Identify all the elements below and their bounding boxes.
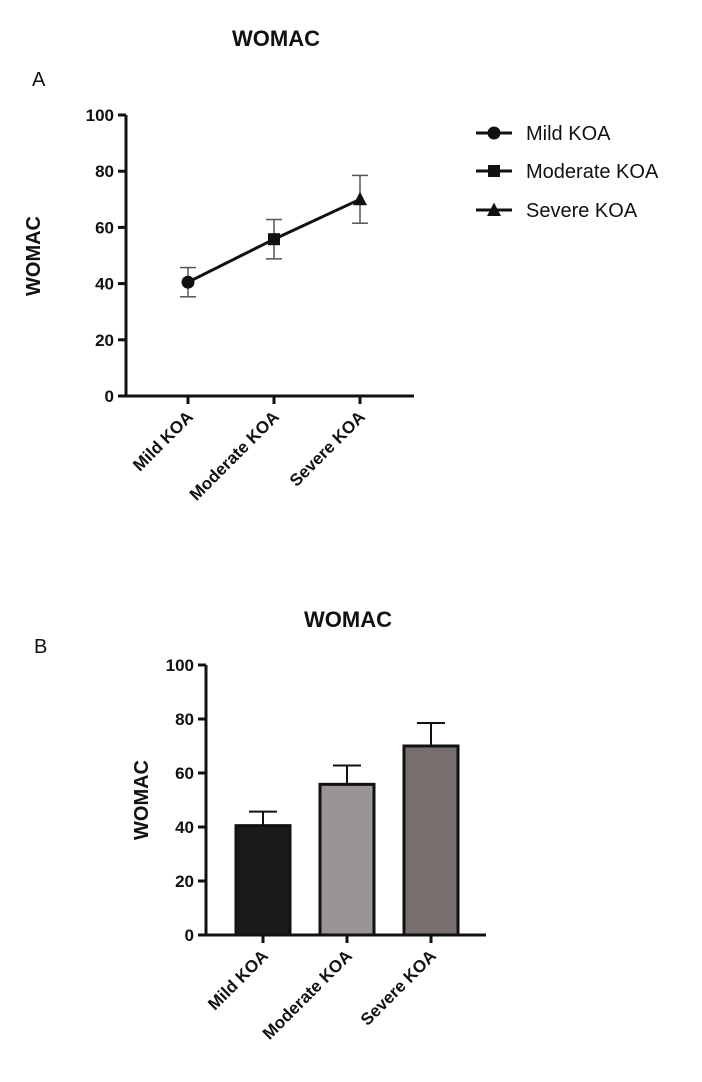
chart-b-y-tick-label: 0 xyxy=(185,926,194,945)
chart-a-legend: Mild KOA Moderate KOA Severe KOA xyxy=(476,123,659,222)
chart-b-y-tick-label: 80 xyxy=(175,710,194,729)
chart-b-y-axis-label: WOMAC xyxy=(131,760,153,840)
chart-b-x-tick-label-moderate-koa: Moderate KOA xyxy=(259,946,356,1043)
chart-a-x-tick-label-severe-koa: Severe KOA xyxy=(286,407,369,490)
chart-a-title: WOMAC xyxy=(232,26,320,51)
chart-b-bar-mild-koa xyxy=(234,824,292,937)
chart-a-y-tick-label: 100 xyxy=(86,106,114,125)
chart-a-y-axis-label: WOMAC xyxy=(23,216,45,296)
chart-b-title: WOMAC xyxy=(304,607,392,632)
chart-a-legend-marker-mild-koa xyxy=(487,126,501,140)
chart-a-point-moderate-koa xyxy=(268,233,280,246)
chart-a-y-ticks: 0 20 40 60 80 100 xyxy=(86,106,126,406)
chart-b-y-tick-label: 60 xyxy=(175,764,194,783)
chart-a-point-severe-koa xyxy=(353,191,367,206)
chart-b-y-tick-label: 40 xyxy=(175,818,194,837)
chart-b-y-ticks: 0 20 40 60 80 100 xyxy=(166,656,206,945)
chart-b-bar-severe-koa xyxy=(402,744,460,937)
chart-a-legend-marker-severe-koa xyxy=(487,202,501,216)
panel-a-label: A xyxy=(32,69,46,91)
chart-a-y-tick-label: 80 xyxy=(95,162,114,181)
chart-a-x-tick-label-moderate-koa: Moderate KOA xyxy=(186,407,283,504)
chart-b-bars xyxy=(234,722,460,937)
chart-a-point-mild-koa xyxy=(181,275,195,289)
chart-b-bar-moderate-koa xyxy=(318,782,376,937)
chart-a-legend-label-mild-koa: Mild KOA xyxy=(526,123,611,145)
chart-b-y-tick-label: 20 xyxy=(175,872,194,891)
panel-b-label: B xyxy=(34,636,47,658)
chart-a-y-tick-label: 40 xyxy=(95,275,114,294)
chart-a-legend-label-moderate-koa: Moderate KOA xyxy=(526,161,659,183)
chart-a-legend-label-severe-koa: Severe KOA xyxy=(526,200,638,222)
chart-b-x-tick-label-severe-koa: Severe KOA xyxy=(357,946,440,1029)
chart-b-x-tick-label-mild-koa: Mild KOA xyxy=(204,946,272,1014)
chart-a-series xyxy=(180,174,368,298)
chart-b-y-tick-label: 100 xyxy=(166,656,194,675)
chart-a-axes xyxy=(124,115,414,398)
chart-a-y-tick-label: 20 xyxy=(95,331,114,350)
chart-a-legend-marker-moderate-koa xyxy=(488,165,500,177)
chart-a-y-tick-label: 0 xyxy=(105,387,114,406)
chart-a-x-tick-label-mild-koa: Mild KOA xyxy=(129,407,197,475)
panel-b: WOMAC B WOMAC 0 20 40 60 80 100 Mild KOAModer… xyxy=(34,607,486,1043)
chart-a-y-tick-label: 60 xyxy=(95,218,114,237)
